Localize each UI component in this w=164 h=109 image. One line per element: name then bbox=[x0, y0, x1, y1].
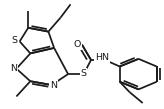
Text: S: S bbox=[12, 36, 18, 45]
Text: N: N bbox=[50, 81, 57, 89]
Text: O: O bbox=[74, 40, 81, 49]
Text: N: N bbox=[10, 64, 17, 73]
Text: S: S bbox=[81, 69, 87, 77]
Text: HN: HN bbox=[95, 54, 109, 62]
